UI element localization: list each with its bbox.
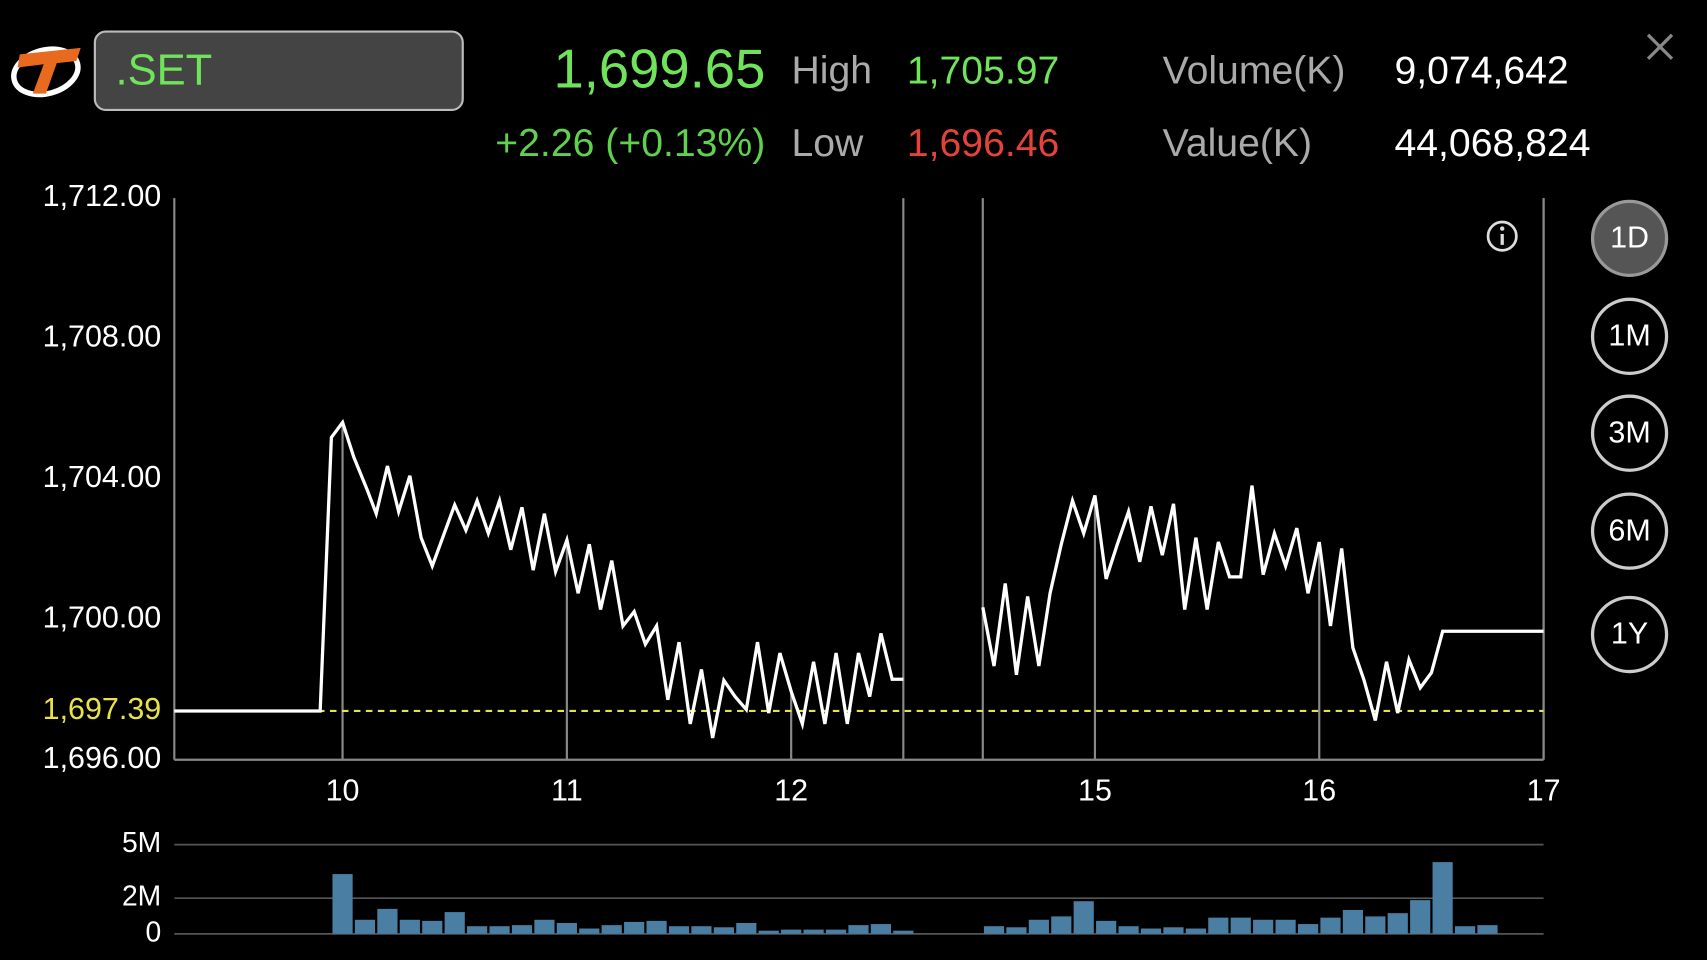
volume-bar — [1297, 924, 1319, 934]
volume-value: 9,074,642 — [1394, 49, 1568, 92]
price-line — [174, 418, 904, 739]
volume-bar — [736, 922, 757, 934]
x-tick-label: 11 — [551, 773, 583, 807]
value-value: 44,068,824 — [1394, 122, 1590, 165]
logo — [11, 46, 81, 98]
period-button[interactable] — [1590, 492, 1669, 570]
symbol[interactable]: .SET — [116, 46, 213, 94]
volume-bar — [1208, 917, 1229, 934]
volume-bar — [893, 930, 914, 934]
volume-bar — [1387, 913, 1408, 934]
volume-bar — [332, 874, 353, 934]
volume-bar — [825, 929, 847, 934]
high-value: 1,705.97 — [907, 49, 1059, 92]
y-tick-label: 1,696.00 — [43, 741, 162, 775]
x-tick-label: 12 — [774, 773, 808, 807]
x-tick-label: 17 — [1527, 773, 1561, 807]
period-button[interactable] — [1590, 199, 1669, 278]
period-button[interactable] — [1590, 297, 1669, 375]
volume-bar — [848, 925, 869, 934]
period-button[interactable] — [1590, 595, 1669, 674]
volume-bar — [624, 921, 645, 934]
volume-bar — [1253, 919, 1274, 934]
price-line — [981, 485, 1544, 721]
low-value: 1,696.46 — [907, 122, 1059, 165]
volume-bar — [1410, 900, 1431, 934]
period-buttons: 1D 1M 3M 6M 1Y — [1590, 199, 1669, 674]
volume-bar — [646, 920, 667, 934]
period-button[interactable] — [1590, 394, 1669, 472]
info-icon[interactable] — [1486, 220, 1518, 252]
volume-chart: 5M 2M0 — [122, 826, 1544, 947]
volume-bar — [1028, 919, 1049, 934]
volume-bar — [713, 927, 734, 934]
symbol-box[interactable] — [93, 30, 464, 112]
volume-bar — [422, 920, 443, 934]
price-chart: 1,712.00 1,708.00 1,704.00 1,700.00 1,696.00… — [43, 179, 1561, 807]
volume-bar — [870, 924, 891, 934]
y-tick-label: 1,700.00 — [43, 600, 162, 634]
volume-tick-label: 5M — [122, 826, 161, 858]
volume-bar — [691, 926, 712, 934]
value-label: Value(K) — [1163, 122, 1313, 165]
last-price: 1,699.65 — [554, 38, 766, 99]
volume-bar — [489, 926, 510, 934]
volume-bar — [377, 908, 398, 934]
volume-bar — [803, 929, 824, 934]
volume-bar — [354, 919, 376, 934]
volume-bar — [1230, 917, 1251, 934]
high-label: High — [791, 49, 872, 92]
volume-tick-label: 2M — [122, 880, 161, 912]
x-tick-label: 15 — [1078, 773, 1112, 807]
volume-bar — [1365, 916, 1386, 934]
y-tick-label: 1,704.00 — [43, 460, 162, 494]
volume-bar — [579, 928, 600, 934]
volume-tick-label: 0 — [146, 915, 162, 947]
x-tick-label: 16 — [1302, 773, 1336, 807]
volume-bar — [1477, 925, 1498, 934]
period-label[interactable]: 3M — [1608, 415, 1650, 449]
volume-bar — [534, 919, 555, 934]
change: +2.26 (+0.13%) — [495, 122, 765, 165]
volume-bar — [511, 925, 533, 934]
close-button[interactable] — [1646, 33, 1674, 60]
volume-label: Volume(K) — [1163, 49, 1346, 92]
volume-bar — [444, 912, 465, 934]
volume-bar — [1342, 909, 1363, 934]
volume-bar — [668, 926, 690, 934]
y-tick-label: 1,712.00 — [43, 179, 162, 213]
period-label[interactable]: 1Y — [1611, 617, 1648, 651]
volume-bar — [1454, 926, 1476, 934]
volume-bar — [467, 926, 488, 934]
x-tick-label: 10 — [326, 773, 360, 807]
volume-bar — [1073, 901, 1094, 934]
volume-bar — [601, 925, 622, 934]
reference-label: 1,697.39 — [43, 692, 162, 726]
volume-bar — [781, 929, 802, 934]
volume-bar — [399, 919, 420, 934]
period-label[interactable]: 6M — [1608, 513, 1650, 547]
period-label[interactable]: 1M — [1608, 318, 1650, 352]
volume-bar — [1006, 927, 1027, 934]
y-tick-label: 1,708.00 — [43, 320, 162, 354]
period-label[interactable]: 1D — [1610, 221, 1649, 255]
volume-bar — [1432, 862, 1453, 934]
volume-bar — [758, 930, 779, 934]
volume-bar — [1118, 926, 1139, 934]
volume-bar — [1163, 927, 1184, 934]
volume-bar — [1051, 916, 1072, 934]
low-label: Low — [791, 122, 864, 165]
volume-bar — [556, 922, 577, 934]
volume-bar — [1320, 917, 1341, 934]
volume-bar — [983, 926, 1005, 934]
volume-bar — [1185, 928, 1206, 934]
volume-bar — [1275, 919, 1296, 934]
volume-bar — [1140, 928, 1162, 934]
volume-bar — [1096, 920, 1117, 934]
